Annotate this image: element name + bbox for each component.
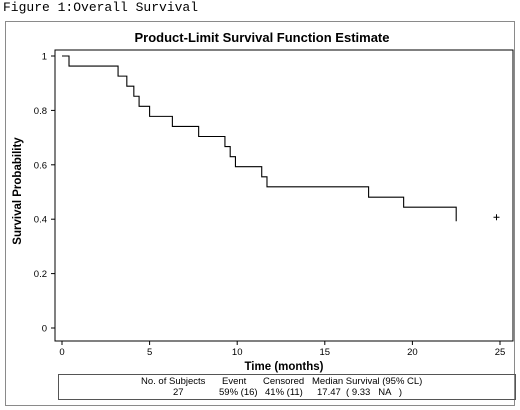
y-tick-label: 0.8	[34, 106, 47, 117]
survival-series	[62, 55, 500, 222]
stats-header-censored: Censored	[263, 376, 305, 387]
y-tick-label: 0.2	[34, 269, 47, 280]
stats-header-event: Event	[222, 376, 247, 387]
y-tick-label: 0.6	[34, 160, 47, 171]
stats-value-event: 59% (16)	[219, 387, 258, 398]
y-axis-label: Survival Probability	[12, 137, 24, 245]
stats-value-censored: 41% (11)	[265, 387, 303, 398]
x-tick-label: 15	[320, 347, 331, 358]
stats-header-subjects: No. of Subjects	[141, 376, 206, 387]
summary-statistics-table: No. of Subjects Event Censored Median Su…	[58, 374, 516, 400]
x-tick-label: 5	[147, 347, 152, 358]
y-axis: 0 0.2 0.4 0.6 0.8 1	[34, 52, 55, 335]
x-tick-label: 10	[232, 347, 243, 358]
stats-value-row: 27 59% (16) 41% (11) 17.47 ( 9.33 NA )	[59, 387, 515, 399]
censor-mark	[493, 214, 500, 221]
x-tick-label: 20	[407, 347, 418, 358]
chart-title: Product-Limit Survival Function Estimate	[135, 30, 390, 45]
survival-step-line	[62, 55, 457, 222]
stats-header-median: Median Survival (95% CL)	[312, 376, 423, 387]
x-axis-label: Time (months)	[244, 361, 323, 373]
figure-caption: Figure 1:Overall Survival	[3, 0, 199, 15]
y-tick-label: 0.4	[34, 215, 47, 226]
y-tick-label: 0	[42, 324, 47, 335]
x-tick-label: 0	[59, 347, 64, 358]
stats-value-median: 17.47 ( 9.33 NA )	[317, 387, 403, 398]
x-tick-label: 25	[495, 347, 506, 358]
stats-header-row: No. of Subjects Event Censored Median Su…	[59, 376, 515, 388]
x-axis: 0 5 10 15 20 25	[59, 341, 505, 358]
y-tick-label: 1	[42, 52, 47, 63]
chart-frame	[5, 21, 515, 406]
stats-value-subjects: 27	[173, 387, 184, 398]
plot-area-border	[54, 49, 514, 342]
